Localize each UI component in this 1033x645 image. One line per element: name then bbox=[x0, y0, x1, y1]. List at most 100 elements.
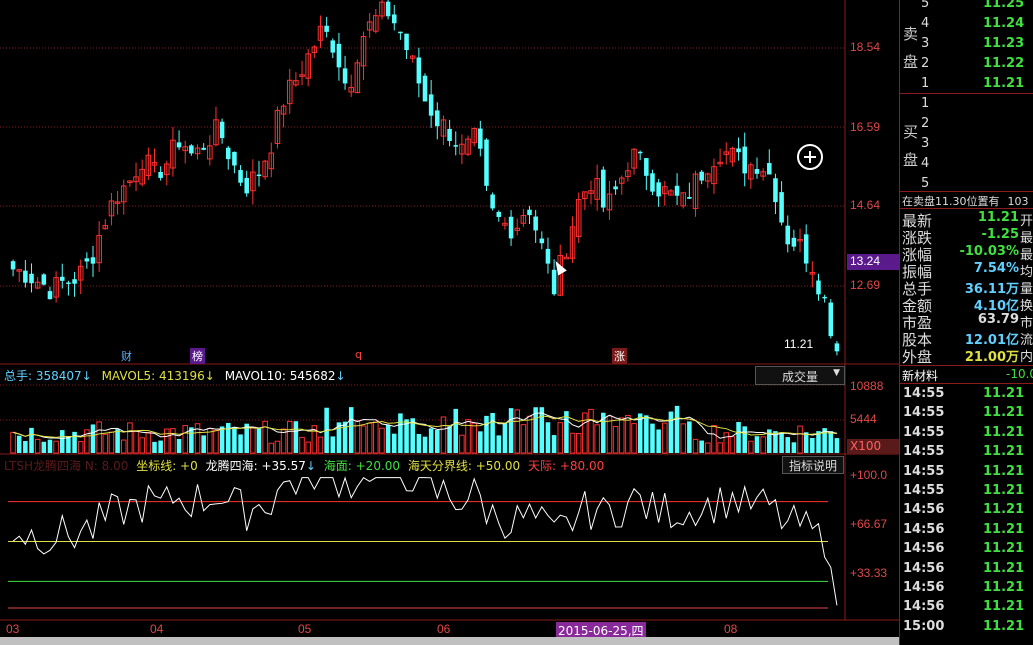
indicator-header: LTSH龙腾四海 N: 8.00 坐标线: +0 龙腾四海: +35.57↓ 海… bbox=[4, 459, 605, 473]
candle-body bbox=[644, 158, 649, 176]
indicator-help-button[interactable]: 指标说明 bbox=[782, 456, 844, 474]
sell-price[interactable]: 11.22 bbox=[983, 56, 1025, 71]
candle-body bbox=[139, 168, 145, 185]
volume-bar bbox=[373, 421, 379, 454]
buy-level: 1 bbox=[921, 96, 930, 111]
sell-level: 3 bbox=[921, 36, 930, 51]
sell-price[interactable]: 11.21 bbox=[983, 76, 1025, 91]
candle-body bbox=[219, 121, 225, 139]
volume-bar bbox=[194, 423, 201, 454]
candle-body bbox=[385, 1, 391, 17]
volume-bar bbox=[47, 439, 53, 453]
quote-key: 市盈 bbox=[902, 314, 933, 332]
event-marker-rank[interactable]: 榜 bbox=[190, 348, 205, 364]
volume-bar bbox=[773, 431, 778, 453]
candle-body bbox=[182, 146, 188, 152]
volume-bar bbox=[90, 424, 96, 453]
candle-body bbox=[742, 146, 747, 174]
tick-price: 11.21 bbox=[983, 424, 1025, 440]
volume-bar bbox=[410, 418, 415, 453]
tick-time: 14:55 bbox=[903, 405, 945, 421]
volume-bar bbox=[213, 429, 219, 454]
candle-body bbox=[539, 238, 545, 244]
event-marker-finance[interactable]: 财 bbox=[121, 350, 132, 363]
dropdown-arrow-icon: ▼ bbox=[833, 368, 840, 378]
candle-body bbox=[729, 148, 736, 163]
tick-price: 11.21 bbox=[983, 483, 1025, 498]
volume-bar bbox=[662, 422, 668, 454]
tick-time: 14:56 bbox=[903, 521, 945, 537]
indicator-lt: 龙腾四海: +35.57 bbox=[205, 459, 306, 473]
volume-bar bbox=[754, 436, 760, 453]
divider bbox=[900, 191, 1033, 192]
volume-bar bbox=[717, 442, 723, 454]
candle-body bbox=[207, 145, 213, 160]
event-marker-q[interactable]: q bbox=[355, 348, 362, 361]
quote-value: 12.01亿 bbox=[964, 333, 1019, 348]
candle-body bbox=[41, 274, 47, 285]
sell-level: 4 bbox=[921, 16, 930, 31]
candle-body bbox=[262, 160, 268, 178]
volume-bar bbox=[182, 425, 188, 454]
tick-time: 14:56 bbox=[903, 560, 945, 576]
tick-price: 11.21 bbox=[983, 405, 1025, 421]
indicator-name[interactable]: LTSH龙腾四海 N: 8.00 bbox=[4, 459, 129, 473]
candle-body bbox=[151, 161, 158, 166]
candle-body bbox=[588, 190, 594, 194]
volume-bar bbox=[545, 422, 551, 453]
tick-price: 11.21 bbox=[983, 463, 1025, 479]
sell-price[interactable]: 11.25 bbox=[983, 0, 1025, 11]
x-axis-label: 03 bbox=[6, 622, 20, 636]
sell-price[interactable]: 11.23 bbox=[983, 36, 1025, 51]
candle-body bbox=[631, 148, 637, 169]
volume-bar bbox=[268, 442, 275, 454]
quote-suffix: 均 bbox=[1020, 265, 1033, 280]
candle-body bbox=[108, 200, 115, 217]
volume-bar bbox=[366, 422, 373, 454]
candle-body bbox=[754, 169, 760, 174]
event-marker-limit[interactable]: 涨 bbox=[612, 348, 627, 364]
divider bbox=[900, 93, 1033, 94]
candle-body bbox=[662, 186, 668, 195]
candle-body bbox=[575, 199, 582, 238]
cursor-date-label: 2015-06-25,四 bbox=[556, 622, 646, 639]
candle-body bbox=[164, 163, 170, 176]
indicator-select-label: 成交量 bbox=[782, 370, 819, 384]
volume-bar bbox=[803, 432, 809, 453]
quote-value: 4.10亿 bbox=[973, 299, 1019, 314]
volume-bar bbox=[810, 437, 815, 453]
current-price-tag: 13.24 bbox=[847, 254, 902, 270]
tick-price: 11.21 bbox=[983, 560, 1025, 576]
volume-bar bbox=[348, 407, 354, 453]
volume-bar bbox=[422, 436, 428, 453]
volume-bar bbox=[644, 415, 649, 453]
volume-bar bbox=[594, 424, 600, 454]
candle-body bbox=[428, 94, 434, 116]
quote-key: 金额 bbox=[902, 297, 933, 315]
volume-bar bbox=[791, 442, 797, 453]
candle-body bbox=[189, 145, 194, 154]
volume-bar bbox=[201, 435, 206, 453]
candle-body bbox=[409, 55, 416, 59]
buy-side-label: 买 盘 bbox=[903, 123, 919, 169]
sell-price[interactable]: 11.24 bbox=[983, 16, 1025, 31]
candle-body bbox=[582, 191, 588, 200]
volume-bar bbox=[379, 427, 385, 454]
volume-bar bbox=[139, 437, 145, 454]
volume-bar bbox=[244, 423, 249, 453]
candle-body bbox=[809, 272, 816, 275]
candle-body bbox=[797, 238, 803, 242]
candle-body bbox=[244, 177, 249, 194]
indicator-select-volume[interactable]: 成交量 ▼ bbox=[755, 366, 845, 385]
volume-header: 总手: 358407↓ MAVOL5: 413196↓ MAVOL10: 545… bbox=[4, 369, 346, 383]
candle-body bbox=[594, 178, 600, 200]
candle-body bbox=[280, 105, 287, 115]
candle-body bbox=[520, 215, 527, 224]
indicator-axis-label: +33.33 bbox=[850, 566, 888, 580]
mavol10-line bbox=[12, 415, 837, 438]
volume-bar bbox=[680, 423, 686, 454]
quote-value: 7.54% bbox=[973, 261, 1019, 276]
volume-bar bbox=[564, 411, 569, 453]
candle-body bbox=[293, 80, 299, 86]
